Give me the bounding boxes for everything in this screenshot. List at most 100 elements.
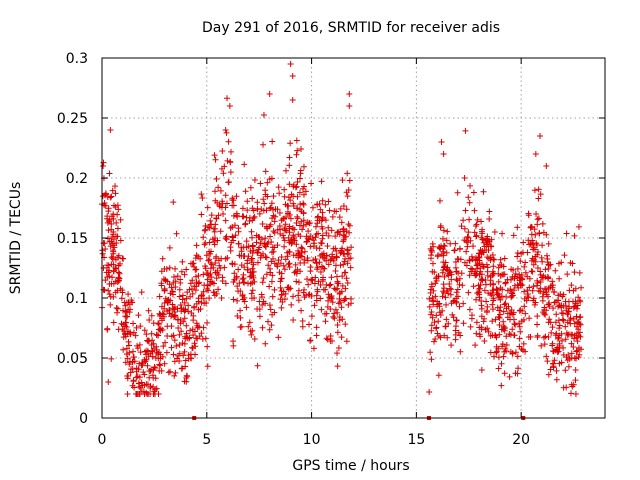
data-point (339, 282, 346, 289)
data-point (170, 351, 177, 358)
data-point (205, 257, 212, 264)
data-point (526, 241, 533, 248)
data-point (560, 317, 567, 324)
data-point (575, 326, 582, 333)
data-point (453, 317, 460, 324)
data-point (112, 256, 119, 263)
data-point (571, 232, 578, 239)
data-point (429, 283, 436, 290)
data-point (149, 372, 156, 379)
data-point (145, 348, 152, 355)
data-point (245, 323, 252, 330)
data-point (447, 291, 454, 298)
data-point (536, 230, 543, 237)
data-point (313, 260, 320, 267)
data-point (453, 298, 459, 305)
data-point (282, 256, 289, 263)
data-point (174, 305, 181, 312)
data-point (428, 309, 435, 316)
data-point (314, 266, 321, 273)
data-point (313, 332, 320, 339)
data-point (549, 278, 556, 285)
data-point (432, 335, 439, 342)
data-point (323, 229, 330, 236)
data-point (293, 270, 300, 277)
data-point (181, 271, 188, 278)
data-point (157, 355, 164, 362)
data-point (539, 309, 546, 316)
data-point (290, 183, 297, 190)
data-point (199, 194, 206, 201)
data-point (185, 302, 192, 309)
data-point (188, 355, 195, 362)
data-point (278, 304, 285, 311)
data-point (537, 285, 544, 292)
data-point (256, 298, 263, 305)
data-point (292, 184, 299, 191)
data-point (315, 230, 322, 237)
data-point (428, 327, 435, 334)
data-point (336, 296, 343, 303)
data-point (279, 298, 286, 305)
data-point (220, 170, 227, 177)
data-point (473, 319, 480, 326)
data-point (155, 332, 162, 339)
data-point (520, 239, 527, 246)
data-point (187, 327, 194, 334)
data-point (199, 336, 206, 343)
data-point (486, 215, 493, 222)
data-point (497, 311, 504, 318)
data-point (262, 168, 269, 175)
data-point (172, 284, 179, 291)
data-point (285, 286, 292, 293)
data-point (176, 341, 183, 348)
data-point (231, 261, 238, 268)
data-point (435, 318, 442, 325)
data-point (488, 236, 495, 243)
data-point (213, 176, 220, 183)
data-point (264, 225, 271, 232)
data-point (209, 236, 216, 243)
data-point (521, 303, 528, 310)
data-point (460, 320, 467, 327)
data-point (105, 287, 112, 294)
data-point (542, 266, 549, 273)
data-point (274, 242, 281, 249)
data-point (556, 340, 563, 347)
data-point (455, 329, 462, 336)
data-point (520, 340, 527, 347)
data-point (291, 226, 298, 233)
data-point (211, 241, 218, 248)
data-point (233, 273, 240, 280)
data-point (444, 334, 451, 341)
data-point (301, 286, 308, 293)
data-point (134, 342, 141, 349)
data-point (514, 250, 521, 257)
data-point (457, 348, 464, 355)
data-point (227, 247, 234, 254)
data-point (134, 391, 141, 397)
data-point (465, 289, 472, 296)
data-point (441, 285, 448, 292)
data-point (179, 292, 186, 299)
data-point (170, 305, 177, 312)
data-point (325, 224, 332, 231)
data-point (334, 322, 341, 329)
data-point (222, 255, 229, 262)
data-point (333, 208, 340, 215)
data-point (227, 169, 234, 176)
data-point (442, 294, 449, 301)
data-point (290, 293, 297, 300)
data-point (266, 283, 273, 290)
data-point (112, 183, 119, 190)
data-point (345, 255, 352, 262)
data-point (312, 223, 319, 230)
data-point (281, 237, 288, 244)
data-point (477, 281, 484, 288)
data-point (147, 385, 154, 391)
data-point (217, 228, 224, 235)
data-point (106, 170, 113, 177)
data-point (434, 303, 441, 310)
data-point (260, 275, 267, 282)
data-point (537, 133, 544, 139)
